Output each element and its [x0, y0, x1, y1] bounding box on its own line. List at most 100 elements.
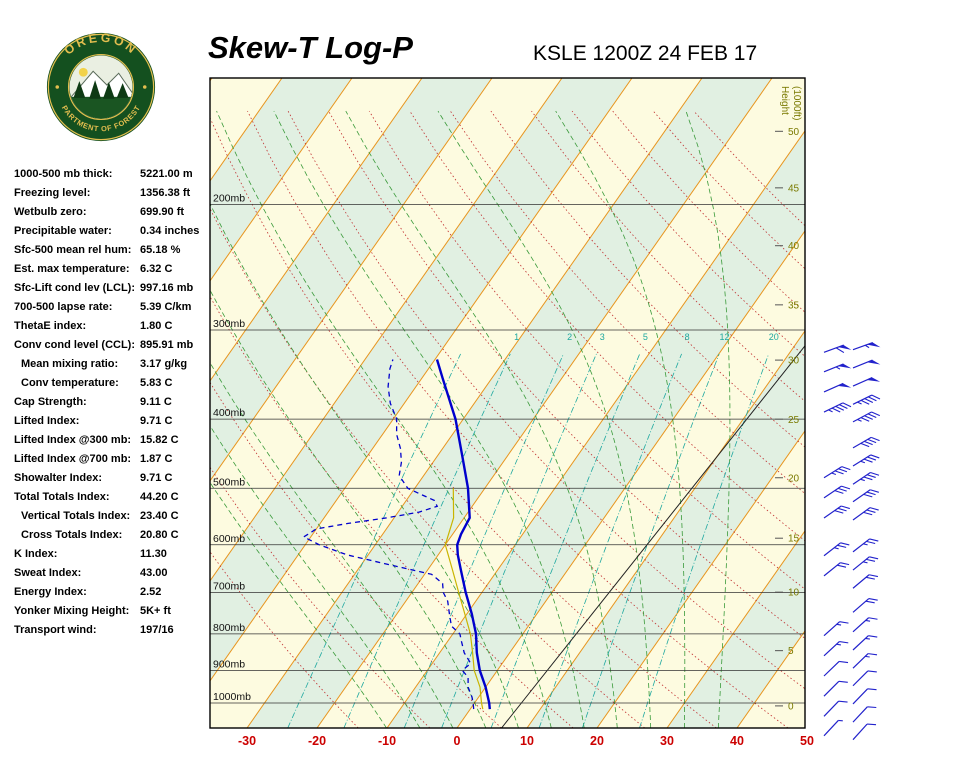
svg-text:200mb: 200mb: [213, 192, 245, 204]
index-label: K Index:: [14, 548, 58, 560]
index-row: Precipitable water: 0.34 inches: [14, 225, 216, 244]
svg-text:500mb: 500mb: [213, 476, 245, 488]
tree-icon: [116, 83, 129, 98]
index-label: Precipitable water:: [14, 225, 112, 237]
svg-text:2: 2: [567, 332, 572, 342]
index-label: Lifted Index @300 mb:: [14, 434, 132, 446]
logo-inner-gold-ring: [67, 53, 135, 121]
index-value: 6.32 C: [140, 263, 173, 275]
logo-right-dot: [142, 85, 147, 89]
index-value: 1.87 C: [140, 453, 173, 465]
index-value: 15.82 C: [140, 434, 179, 446]
svg-text:10: 10: [788, 588, 800, 599]
temperature-trace: [435, 359, 491, 710]
svg-text:1: 1: [514, 332, 519, 342]
index-value: 1356.38 ft: [140, 187, 191, 199]
index-row: Est. max temperature: 6.32 C: [14, 263, 216, 282]
index-value: 9.11 C: [140, 396, 172, 408]
svg-text:40: 40: [788, 241, 800, 252]
svg-text:20: 20: [788, 473, 800, 484]
index-label: Est. max temperature:: [14, 263, 130, 275]
tree-icon: [73, 81, 86, 98]
index-row: 700-500 lapse rate: 5.39 C/km: [14, 301, 216, 320]
index-label: Vertical Totals Index:: [21, 510, 131, 522]
index-value: 9.71 C: [140, 472, 173, 484]
svg-text:300mb: 300mb: [213, 318, 245, 330]
index-label: Cap Strength:: [14, 396, 87, 408]
index-value: 5221.00 m: [140, 168, 193, 180]
index-value: 44.20 C: [140, 491, 179, 503]
index-value: 3.17 g/kg: [140, 358, 188, 370]
svg-text:50: 50: [788, 127, 800, 138]
svg-text:-30: -30: [238, 734, 256, 748]
index-row: K Index: 11.30: [14, 548, 216, 567]
index-label: Total Totals Index:: [14, 491, 110, 503]
index-value: 2.52: [140, 586, 162, 598]
moist-adiabats: [210, 110, 731, 728]
wind-barbs: [823, 341, 881, 741]
index-value: 997.16 mb: [140, 282, 194, 294]
svg-text:800mb: 800mb: [213, 622, 245, 634]
index-label: Conv temperature:: [21, 377, 119, 389]
pressure-gridlines: [210, 203, 805, 704]
page-title: Skew-T Log-P: [208, 30, 413, 65]
index-label: 700-500 lapse rate:: [14, 301, 113, 313]
index-value: 65.18 %: [140, 244, 181, 256]
temperature-axis: -30 -20 -10 0 10 20 30 40 50: [238, 734, 814, 748]
index-row: Mean mixing ratio: 3.17 g/kg: [14, 358, 216, 377]
wet-bulb-trace: [444, 488, 484, 710]
odf-logo: OREGON DEPARTMENT OF FORESTRY: [42, 28, 156, 142]
svg-text:600mb: 600mb: [213, 533, 245, 545]
chart-root: 1 2 3 5 8 12 20200mb300mb400mb500mb600mb700mb8…: [209, 77, 814, 748]
tree-icon: [89, 80, 101, 99]
index-value: 11.30: [140, 548, 167, 560]
index-row: Conv cond level (CCL): 895.91 mb: [14, 339, 216, 358]
mixing-ratio-labels: 1 2 3 5 8 12 20: [514, 332, 779, 342]
svg-text:1000mb: 1000mb: [213, 691, 251, 703]
svg-text:12: 12: [720, 332, 730, 342]
svg-text:50: 50: [800, 734, 814, 748]
svg-text:-20: -20: [308, 734, 326, 748]
index-row: Cap Strength: 9.11 C: [14, 396, 216, 415]
index-label: Sfc-Lift cond lev (LCL):: [14, 282, 135, 294]
pressure-labels: 200mb 300mb 400mb 500mb 600mb 700mb 800mb 900mb…: [213, 192, 251, 703]
index-value: 699.90 ft: [140, 206, 185, 218]
index-value: 895.91 mb: [140, 339, 194, 351]
index-row: Conv temperature: 5.83 C: [14, 377, 216, 396]
index-label: Freezing level:: [14, 187, 91, 199]
index-row: Transport wind: 197/16: [14, 624, 216, 643]
svg-text:5: 5: [643, 332, 648, 342]
svg-text:10: 10: [520, 734, 534, 748]
svg-text:900mb: 900mb: [213, 658, 245, 670]
index-value: 5.83 C: [140, 377, 173, 389]
index-row: Vertical Totals Index: 23.40 C: [14, 510, 216, 529]
index-row: Sfc-Lift cond lev (LCL): 997.16 mb: [14, 282, 216, 301]
mixing-ratio-lines: [287, 353, 770, 728]
svg-text:45: 45: [788, 183, 800, 194]
svg-text:400mb: 400mb: [213, 407, 245, 419]
index-row: Lifted Index @700 mb: 1.87 C: [14, 453, 216, 472]
index-label: Lifted Index @700 mb:: [14, 453, 132, 465]
index-row: Showalter Index: 9.71 C: [14, 472, 216, 491]
svg-text:-10: -10: [378, 734, 396, 748]
logo-scene: [69, 55, 133, 119]
index-label: Energy Index:: [14, 586, 87, 598]
index-row: Total Totals Index: 44.20 C: [14, 491, 216, 510]
svg-text:700mb: 700mb: [213, 581, 245, 593]
tree-icon: [102, 82, 115, 99]
height-axis-units: (1000ft): [791, 86, 802, 120]
index-value: 43.00: [140, 567, 168, 579]
svg-text:35: 35: [788, 300, 800, 311]
dewpoint-trace: [302, 359, 475, 710]
index-value: 9.71 C: [140, 415, 173, 427]
logo-left-dot: [55, 85, 60, 89]
moon-icon: [78, 67, 88, 77]
index-label: Transport wind:: [14, 624, 97, 636]
index-row: Yonker Mixing Height: 5K+ ft: [14, 605, 216, 624]
svg-text:20: 20: [590, 734, 604, 748]
svg-text:40: 40: [730, 734, 744, 748]
station-time: KSLE 1200Z 24 FEB 17: [533, 42, 758, 65]
index-label: Yonker Mixing Height:: [14, 605, 130, 617]
index-row: Sweat Index: 43.00: [14, 567, 216, 586]
